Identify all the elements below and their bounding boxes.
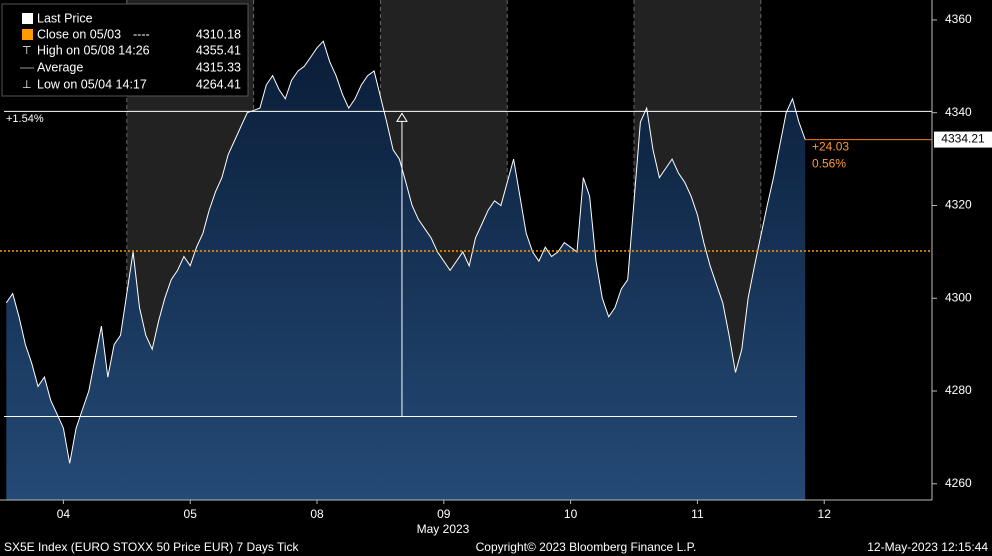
- price-line: [5, 40, 806, 464]
- change-label: +24.03: [812, 140, 849, 154]
- legend-label: Close on 05/03: [37, 27, 121, 41]
- y-tick-label: 4320: [945, 198, 972, 212]
- legend-value: 4315.33: [196, 60, 241, 74]
- legend-label: Average: [37, 60, 83, 74]
- y-tick-label: 4280: [945, 383, 972, 397]
- x-tick-label: 09: [437, 507, 451, 521]
- footer-center: Copyright© 2023 Bloomberg Finance L.P.: [476, 540, 697, 554]
- last-price-label: 4334.21: [941, 132, 985, 146]
- legend-icon: ⊤: [22, 45, 32, 57]
- y-tick-label: 4340: [945, 105, 972, 119]
- legend-label: Last Price: [37, 11, 93, 25]
- x-tick-label: 10: [564, 507, 578, 521]
- legend-box: [1, 3, 249, 97]
- last-price-tag: [934, 131, 992, 148]
- y-tick-label: 4360: [945, 12, 972, 26]
- x-tick-label: 12: [818, 507, 832, 521]
- footer-left: SX5E Index (EURO STOXX 50 Price EUR) 7 D…: [4, 540, 300, 554]
- measure-marker: [396, 112, 408, 122]
- legend-label: High on 05/08 14:26: [37, 43, 150, 57]
- legend-icon: [22, 13, 33, 24]
- x-tick-label: 04: [57, 507, 71, 521]
- legend-value: 4310.18: [196, 27, 241, 41]
- legend-value: 4355.41: [196, 43, 241, 57]
- measure-label: +1.54%: [6, 113, 44, 125]
- change-pct-label: 0.56%: [812, 157, 846, 171]
- y-tick-label: 4300: [945, 290, 972, 304]
- legend: ⊤ ⊥ Last Price Close on 05/03 ---- 4310.…: [1, 3, 249, 97]
- price-area: [6, 41, 806, 500]
- x-tick-label: 08: [310, 507, 324, 521]
- legend-key: ----: [133, 27, 150, 41]
- legend-icon: ⊥: [22, 79, 32, 91]
- x-tick-label: 11: [691, 507, 704, 521]
- legend-value: 4264.41: [196, 77, 241, 91]
- x-tick-label: 05: [184, 507, 198, 521]
- legend-label: Low on 05/04 14:17: [37, 77, 147, 91]
- x-axis-label: May 2023: [417, 522, 470, 536]
- legend-icon: [22, 29, 33, 40]
- footer-right: 12-May-2023 12:15:44: [867, 540, 988, 554]
- y-tick-label: 4260: [945, 476, 972, 490]
